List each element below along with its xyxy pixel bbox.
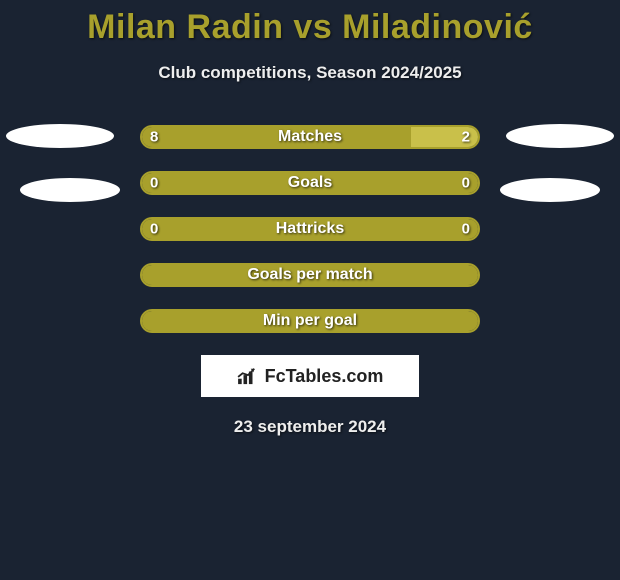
stat-row: Goals per match (140, 263, 480, 287)
decorative-ellipse (506, 124, 614, 148)
chart-icon (237, 367, 259, 385)
stats-list: 82Matches 00Goals 00Hattricks Goals per mat… (0, 125, 620, 333)
stat-label: Min per goal (140, 312, 480, 330)
stat-label: Goals per match (140, 266, 480, 284)
subtitle: Club competitions, Season 2024/2025 (0, 63, 620, 83)
page-title: Milan Radin vs Miladinović (0, 8, 620, 47)
logo-badge[interactable]: FcTables.com (201, 355, 419, 397)
stat-row: 00Hattricks (140, 217, 480, 241)
decorative-ellipse (6, 124, 114, 148)
stat-label: Matches (140, 128, 480, 146)
stat-row: Min per goal (140, 309, 480, 333)
stat-label: Goals (140, 174, 480, 192)
decorative-ellipse (20, 178, 120, 202)
date-label: 23 september 2024 (0, 417, 620, 437)
stat-row: 00Goals (140, 171, 480, 195)
comparison-card: Milan Radin vs Miladinović Club competit… (0, 0, 620, 437)
decorative-ellipse (500, 178, 600, 202)
stat-label: Hattricks (140, 220, 480, 238)
stat-row: 82Matches (140, 125, 480, 149)
logo-text: FcTables.com (265, 366, 384, 387)
